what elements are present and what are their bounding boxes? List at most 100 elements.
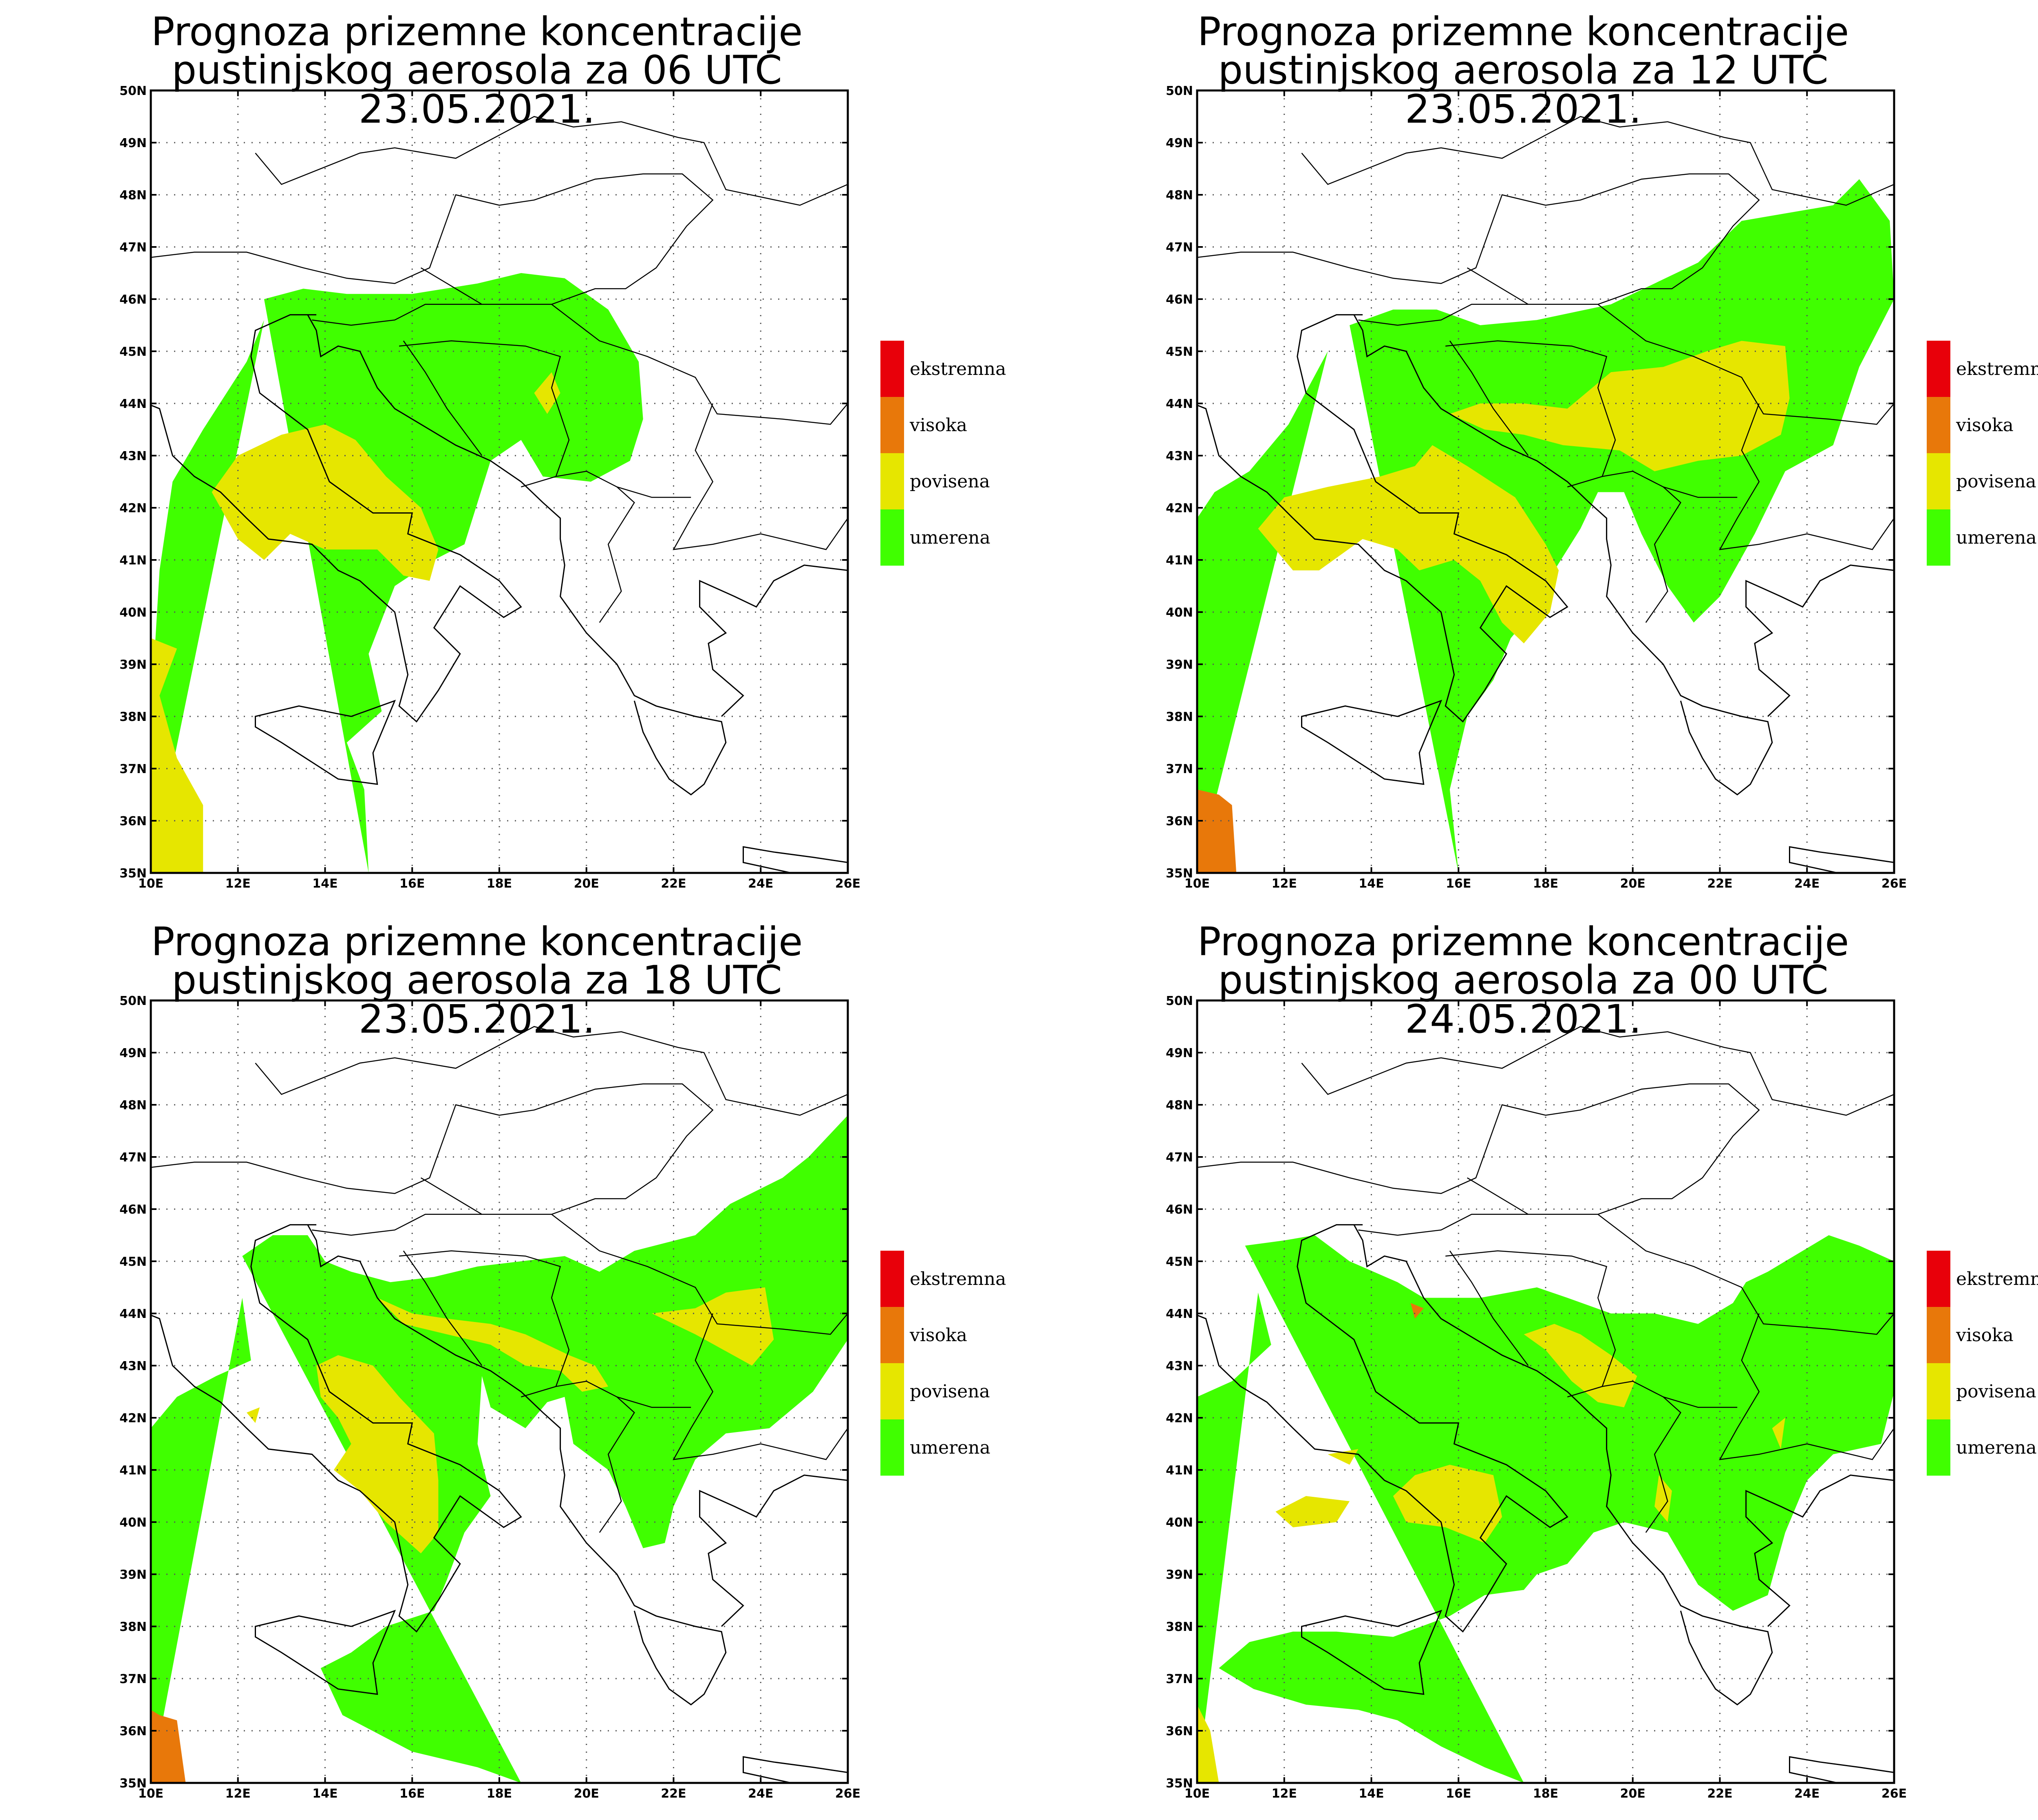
dust-zone-povisena — [1393, 1465, 1502, 1543]
legend-swatch-visoka — [1927, 1307, 1950, 1363]
country-border — [151, 1083, 714, 1215]
country-border — [1597, 1214, 1894, 1335]
country-border — [255, 116, 848, 206]
lon-label: 20E — [574, 877, 599, 891]
legend-swatch-umerena — [880, 509, 904, 566]
lon-label: 22E — [661, 877, 686, 891]
lat-label: 48N — [119, 1098, 147, 1113]
lat-label: 44N — [1166, 397, 1193, 411]
country-border — [673, 1313, 848, 1460]
lon-label: 12E — [1272, 1787, 1297, 1801]
island-outline — [1301, 700, 1442, 785]
lon-label: 14E — [1359, 877, 1384, 891]
lat-label: 40N — [119, 606, 147, 620]
title-line-2: pustinjskog aerosola za 18 UTC 23.05.202… — [172, 957, 782, 1042]
lat-label: 38N — [119, 710, 147, 724]
lat-label: 36N — [119, 1724, 147, 1738]
coastline — [307, 1224, 727, 1705]
dust-zone-povisena — [1772, 1418, 1785, 1449]
legend-swatch-ekstremna — [880, 1251, 904, 1307]
country-border — [1602, 1381, 1681, 1533]
title-line-1: Prognoza prizemne koncentracije — [151, 919, 803, 965]
coastline — [151, 314, 522, 723]
island-outline — [1136, 461, 1180, 539]
lat-label: 44N — [119, 397, 147, 411]
legend-label-ekstremna: ekstremna — [910, 1269, 1006, 1289]
map-plot: 10E 12E 14E 16E 18E 20E 22E 24E 26E 50N 49N 48N 47N 4… — [1136, 84, 1907, 891]
legend-label-ekstremna: ekstremna — [910, 359, 1006, 379]
lon-label: 26E — [1881, 877, 1907, 891]
dust-zone-visoka — [151, 1710, 186, 1783]
lat-label: 49N — [119, 136, 147, 150]
legend-label-ekstremna: ekstremna — [1956, 359, 2038, 379]
dust-zone-umerena — [1219, 1235, 1894, 1783]
forecast-panel-18utc: Prognoza prizemne koncentracije pustinjs… — [0, 910, 1046, 1820]
lat-label: 36N — [1166, 1724, 1193, 1738]
lon-label: 18E — [487, 877, 512, 891]
map-plot: 10E 12E 14E 16E 18E 20E 22E 24E 26E 50N 49N 48N 47N 4… — [90, 994, 860, 1801]
lat-label: 39N — [119, 1568, 147, 1582]
title-line-1: Prognoza prizemne koncentracije — [1197, 9, 1849, 55]
lat-label: 43N — [119, 1359, 147, 1373]
country-border — [1719, 1313, 1894, 1460]
lat-label: 50N — [1166, 84, 1193, 98]
country-border — [403, 1250, 483, 1366]
forecast-panel-12utc: Prognoza prizemne koncentracije pustinjs… — [1046, 0, 2038, 910]
legend-label-povisena: povisena — [1956, 1381, 2036, 1402]
dust-zone-povisena — [1197, 1705, 1219, 1783]
dust-zone-visoka — [1410, 1303, 1424, 1319]
forecast-panel-06utc: Prognoza prizemne koncentracije pustinjs… — [0, 0, 1046, 910]
dust-zone-povisena — [377, 1298, 609, 1392]
lat-label: 41N — [119, 1463, 147, 1478]
legend-swatch-ekstremna — [880, 341, 904, 397]
legend-swatch-povisena — [880, 453, 904, 509]
lat-label: 35N — [119, 866, 147, 881]
lat-label: 50N — [1166, 994, 1193, 1008]
country-border — [1719, 403, 1894, 550]
legend-swatch-povisena — [880, 1363, 904, 1419]
island-outline — [255, 700, 396, 785]
lat-label: 35N — [1166, 866, 1193, 881]
coastline — [151, 1224, 522, 1633]
lat-label: 46N — [1166, 1203, 1193, 1217]
lat-label: 45N — [1166, 345, 1193, 359]
legend-swatch-umerena — [880, 1419, 904, 1476]
country-border — [1301, 1026, 1894, 1116]
lat-label: 35N — [1166, 1776, 1193, 1791]
dust-zone-povisena — [151, 638, 203, 873]
dust-zone-povisena — [247, 1407, 260, 1423]
country-border — [399, 1250, 570, 1397]
country-border — [1663, 1396, 1738, 1408]
country-border — [312, 304, 482, 326]
island-outline — [1789, 846, 1894, 873]
lon-label: 18E — [1533, 877, 1558, 891]
lon-label: 14E — [312, 1787, 337, 1801]
lat-label: 43N — [1166, 449, 1193, 463]
lat-label: 46N — [119, 293, 147, 307]
coastline — [1353, 1224, 1773, 1705]
lat-label: 48N — [1166, 1098, 1193, 1113]
country-border — [1197, 1083, 1760, 1215]
legend-label-povisena: povisena — [910, 1381, 990, 1402]
lat-label: 45N — [119, 1255, 147, 1269]
lon-label: 16E — [1446, 1787, 1471, 1801]
island-outline — [90, 1371, 133, 1449]
lat-label: 42N — [119, 501, 147, 516]
country-border — [1358, 1214, 1528, 1236]
country-border — [551, 304, 848, 425]
country-border — [151, 173, 714, 305]
lat-label: 46N — [119, 1203, 147, 1217]
lat-label: 41N — [119, 553, 147, 568]
lat-label: 45N — [119, 345, 147, 359]
lat-label: 40N — [119, 1516, 147, 1530]
lon-label: 22E — [1707, 1787, 1732, 1801]
lat-label: 41N — [1166, 553, 1193, 568]
lon-label: 22E — [1707, 877, 1732, 891]
legend-label-umerena: umerena — [1956, 527, 2037, 548]
coastline — [1197, 1224, 1568, 1633]
country-border — [312, 1214, 482, 1236]
lat-label: 40N — [1166, 1516, 1193, 1530]
country-border — [617, 486, 691, 498]
lat-label: 49N — [1166, 1046, 1193, 1060]
lat-label: 37N — [119, 762, 147, 776]
